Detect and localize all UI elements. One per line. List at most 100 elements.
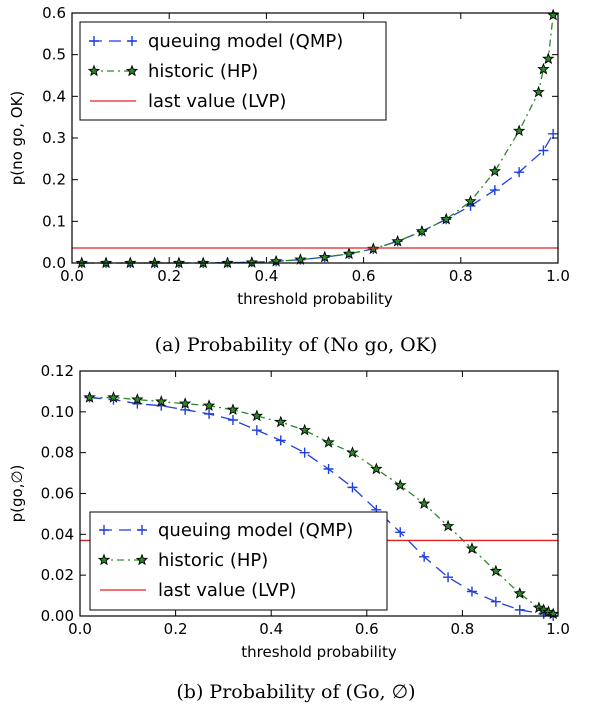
x-tick-label: 0.0	[60, 267, 84, 285]
data-point	[131, 393, 144, 405]
x-tick-label: 0.8	[449, 267, 473, 285]
data-point	[489, 185, 500, 196]
legend-label-1: historic (HP)	[148, 61, 258, 82]
data-point	[204, 408, 215, 419]
data-point	[465, 542, 479, 554]
data-point	[107, 391, 120, 403]
legend-marker	[137, 525, 147, 535]
x-tick-label: 0.6	[355, 620, 379, 638]
y-tick-label: 0.0	[42, 254, 66, 272]
data-point	[245, 256, 258, 268]
data-point	[488, 164, 501, 177]
legend-marker	[125, 64, 139, 77]
legend-label-1: historic (HP)	[158, 550, 268, 571]
data-point	[489, 564, 503, 577]
data-point	[419, 551, 430, 562]
series-line-1	[89, 396, 554, 615]
legend-label-0: queuing model (QMP)	[158, 520, 353, 541]
data-point	[532, 85, 545, 98]
legend-marker	[87, 64, 101, 77]
data-point	[370, 462, 383, 475]
legend: queuing model (QMP) historic (HP) last val…	[79, 21, 387, 121]
data-point	[274, 415, 287, 428]
data-point	[294, 253, 307, 265]
series-line-0	[81, 133, 554, 264]
y-tick-label: 0.6	[42, 4, 66, 22]
data-point	[490, 596, 501, 607]
data-point	[443, 572, 454, 583]
data-point	[251, 425, 262, 436]
data-point	[202, 399, 216, 411]
x-tick-label: 0.2	[157, 267, 181, 285]
x-axis-label: threshold probability	[237, 290, 393, 308]
x-tick-label: 1.0	[546, 267, 570, 285]
chart-panel-a: 0.0 0.2 0.4 0.6 0.8 1.0 0.0 0.1 0.2 0.3 0.4 0.5 0.6 t…	[8, 4, 570, 356]
legend-label-2: last value (LVP)	[148, 91, 286, 112]
legend-marker	[127, 36, 137, 46]
data-point	[275, 435, 286, 446]
data-point	[178, 397, 192, 409]
legend: queuing model (QMP) historic (HP) last val…	[89, 511, 388, 611]
legend-label-0: queuing model (QMP)	[148, 31, 343, 52]
data-point	[318, 250, 331, 263]
data-point	[180, 404, 191, 415]
data-point	[226, 403, 240, 416]
data-point	[514, 167, 525, 178]
data-point	[298, 423, 311, 436]
y-tick-label: 0.3	[42, 129, 66, 147]
y-tick-label: 0.1	[42, 212, 66, 230]
data-point	[464, 194, 477, 207]
y-axis-label: p(go,∅)	[8, 465, 26, 523]
y-tick-label: 0.10	[41, 403, 74, 421]
legend-marker	[89, 36, 99, 46]
data-point	[514, 604, 525, 615]
legend-label-2: last value (LVP)	[158, 580, 296, 601]
y-tick-label: 0.02	[41, 566, 74, 584]
data-point	[538, 145, 549, 156]
y-axis-label: p(no go, OK)	[8, 91, 26, 186]
y-tick-label: 0.08	[41, 444, 74, 462]
x-axis-label: threshold probability	[241, 643, 397, 661]
legend-marker	[135, 553, 149, 566]
data-point	[342, 247, 356, 260]
legend-marker	[99, 525, 109, 535]
data-point	[250, 409, 264, 422]
data-point	[532, 601, 546, 614]
chart-panel-b: 0.0 0.2 0.4 0.6 0.8 1.0 0.00 0.02 0.04 0.06 0.08 0.…	[8, 362, 570, 703]
data-point	[513, 587, 526, 599]
data-point	[322, 435, 335, 448]
data-point	[417, 497, 431, 509]
x-tick-label: 0.8	[450, 620, 474, 638]
figure-caption: (a) Probability of (No go, OK)	[155, 334, 438, 356]
data-point	[542, 605, 555, 618]
data-point	[391, 234, 404, 247]
data-point	[394, 478, 407, 491]
y-tick-label: 0.4	[42, 87, 66, 105]
data-point	[155, 395, 168, 407]
data-point	[441, 519, 455, 532]
plot-area	[80, 391, 560, 621]
y-tick-label: 0.5	[42, 46, 66, 64]
x-tick-label: 0.0	[68, 620, 92, 638]
data-point	[548, 128, 559, 139]
data-point	[395, 527, 406, 538]
x-tick-label: 0.4	[259, 620, 283, 638]
data-point	[347, 482, 358, 493]
data-point	[323, 464, 334, 474]
data-point	[537, 62, 550, 75]
data-point	[227, 415, 238, 425]
y-tick-label: 0.12	[41, 362, 74, 380]
data-point	[299, 447, 310, 458]
x-tick-label: 0.6	[352, 267, 376, 285]
y-tick-label: 0.06	[41, 485, 74, 503]
y-tick-label: 0.2	[42, 171, 66, 189]
data-point	[83, 391, 96, 403]
data-point	[466, 586, 477, 597]
data-point	[346, 446, 359, 458]
data-point	[512, 124, 526, 137]
data-point	[440, 212, 453, 225]
y-tick-label: 0.00	[41, 607, 74, 625]
y-tick-label: 0.04	[41, 525, 74, 543]
legend-marker	[97, 553, 111, 566]
